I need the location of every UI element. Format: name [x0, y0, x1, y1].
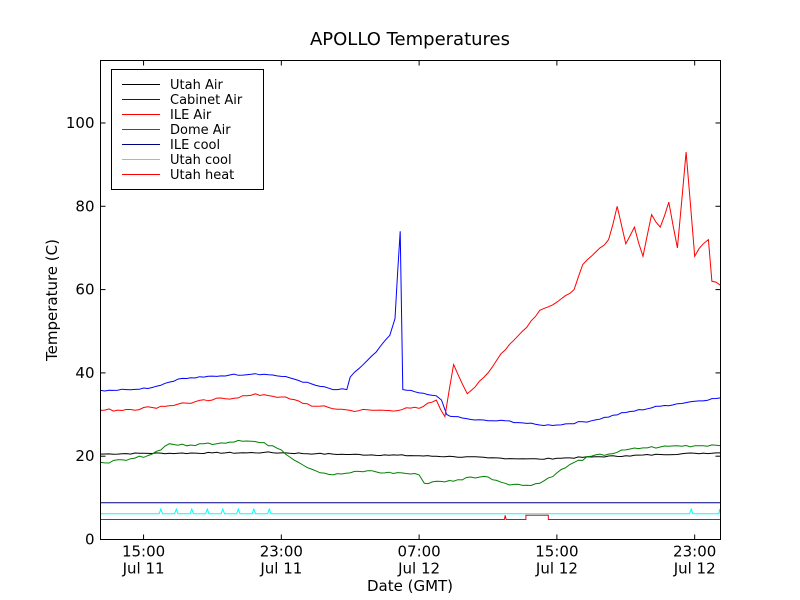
series-line-dome-air — [100, 439, 721, 487]
y-tick-label: 40 — [75, 364, 94, 382]
legend-label-ile-cool: ILE cool — [170, 138, 220, 153]
series-layer — [100, 152, 721, 520]
y-axis-label: Temperature (C) — [43, 239, 61, 362]
x-tick-date-label: Jul 12 — [535, 560, 578, 578]
x-tick-date-label: Jul 12 — [673, 560, 716, 578]
x-tick-time-label: 15:00 — [535, 543, 578, 561]
y-tick-label: 80 — [75, 197, 94, 215]
plot-frame — [100, 60, 721, 540]
legend-label-utah-cool: Utah cool — [170, 153, 232, 168]
x-tick-date-label: Jul 12 — [397, 560, 440, 578]
y-tick-label: 20 — [75, 447, 94, 465]
series-line-utah-cool — [100, 507, 721, 515]
legend-label-ile-air: ILE Air — [170, 108, 212, 123]
series-line-utah-heat — [100, 514, 721, 520]
x-tick-time-label: 23:00 — [673, 543, 716, 561]
y-tick-label: 60 — [75, 281, 94, 299]
x-tick-time-label: 23:00 — [260, 543, 303, 561]
legend-label-dome-air: Dome Air — [170, 123, 231, 138]
chart-title: APOLLO Temperatures — [310, 29, 510, 50]
series-line-utah-air — [100, 451, 721, 460]
legend-label-utah-heat: Utah heat — [170, 168, 234, 183]
y-tick-label: 100 — [66, 114, 95, 132]
x-tick-time-label: 15:00 — [122, 543, 165, 561]
series-line-ile-air — [100, 152, 721, 419]
y-tick-label: 0 — [85, 531, 95, 549]
x-tick-date-label: Jul 11 — [122, 560, 165, 578]
legend-label-cabinet-air: Cabinet Air — [170, 93, 243, 108]
series-line-cabinet-air — [100, 231, 721, 427]
legend-label-utah-air: Utah Air — [170, 78, 223, 93]
x-tick-date-label: Jul 11 — [259, 560, 302, 578]
x-axis-label: Date (GMT) — [367, 577, 453, 595]
x-tick-time-label: 07:00 — [397, 543, 440, 561]
